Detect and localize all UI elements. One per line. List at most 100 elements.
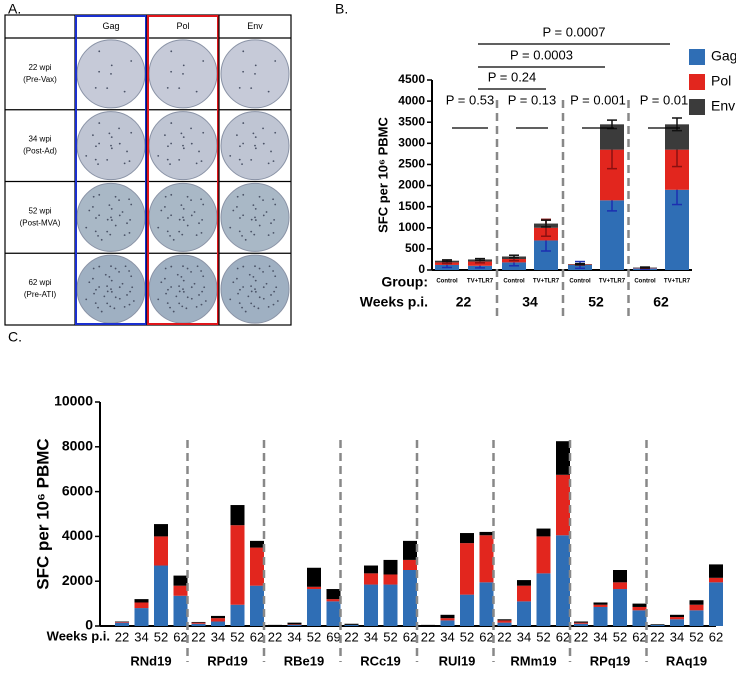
spot <box>118 286 121 289</box>
bar-segment <box>689 604 704 611</box>
spot <box>157 298 160 301</box>
spot <box>265 282 268 285</box>
spot <box>181 305 184 308</box>
bar-segment <box>403 559 417 570</box>
x-tick-label: Control <box>634 279 656 285</box>
spot <box>88 281 91 284</box>
spot <box>274 203 277 206</box>
bar-segment <box>536 528 551 537</box>
spot <box>267 305 270 308</box>
bar-segment <box>670 617 684 620</box>
spot <box>254 136 257 139</box>
x-tick-label: 69 <box>326 629 340 644</box>
group-label: RPq19 <box>590 653 630 668</box>
spot <box>167 288 169 291</box>
spot <box>265 211 268 213</box>
spot <box>253 305 256 308</box>
spot <box>244 310 247 313</box>
bar-segment <box>115 622 129 626</box>
bar-segment <box>364 565 378 574</box>
p-value: P = 0.53 <box>446 92 495 107</box>
spot <box>169 306 171 309</box>
spot <box>94 230 97 233</box>
y-tick-label: 8000 <box>62 438 93 454</box>
spot <box>272 198 274 201</box>
x-tick-label: 34 <box>593 629 607 644</box>
spot <box>166 302 169 305</box>
legend-label: Pol <box>711 73 731 89</box>
spot <box>169 163 171 166</box>
group-label: RPd19 <box>207 653 247 668</box>
bar-segment <box>632 610 647 626</box>
spot <box>123 90 126 93</box>
bar-segment <box>593 604 608 607</box>
x-tick-label: 22 <box>650 629 664 644</box>
spot <box>104 273 107 276</box>
spot <box>242 50 245 53</box>
p-value: P = 0.24 <box>488 69 537 84</box>
spot <box>253 233 256 236</box>
bar-segment <box>250 547 264 586</box>
spot <box>200 231 203 234</box>
bar-segment <box>191 623 206 626</box>
spot <box>176 273 179 276</box>
spot <box>106 158 109 161</box>
spot <box>130 131 133 134</box>
spot <box>182 207 185 210</box>
spot <box>241 306 243 309</box>
spot <box>98 286 101 288</box>
spot <box>236 134 238 137</box>
spot <box>254 147 257 150</box>
spot <box>242 265 245 268</box>
spot <box>254 265 256 268</box>
spot <box>93 292 95 295</box>
bar-segment <box>468 261 492 266</box>
spot <box>204 300 207 302</box>
bar-segment <box>574 623 588 626</box>
group-label: RAq19 <box>666 653 707 668</box>
x-tick-label: 22 <box>191 629 205 644</box>
spot <box>237 292 239 295</box>
spot <box>172 238 175 241</box>
spot <box>92 277 94 280</box>
spot <box>252 204 255 206</box>
spot <box>110 290 113 293</box>
bar-segment <box>250 585 264 626</box>
spot <box>180 132 183 135</box>
spot <box>201 218 204 221</box>
spot <box>250 302 253 305</box>
spot <box>182 219 185 221</box>
bar-segment <box>250 540 264 548</box>
spot <box>118 297 121 300</box>
bar-segment <box>709 564 723 578</box>
spot <box>262 127 264 130</box>
bar-segment <box>440 618 455 621</box>
spot <box>118 214 121 217</box>
spot <box>262 297 265 300</box>
spot <box>94 302 97 305</box>
spot <box>262 199 264 201</box>
spot <box>254 290 257 293</box>
x-tick-label: 22 <box>115 629 129 644</box>
bar-segment <box>709 577 723 583</box>
spot <box>275 286 278 289</box>
spot <box>109 233 112 236</box>
spot <box>242 286 245 288</box>
spot <box>238 158 241 161</box>
spot <box>252 275 255 278</box>
spot <box>170 142 173 145</box>
spot <box>254 288 256 291</box>
spot <box>178 285 180 288</box>
x-tick-label: Control <box>569 279 591 285</box>
spot <box>203 286 206 289</box>
bar-segment <box>134 608 149 626</box>
spot <box>272 270 274 272</box>
spot <box>190 199 192 201</box>
group-label: RUl19 <box>439 653 476 668</box>
spot <box>244 238 247 241</box>
group-label: RMm19 <box>510 653 556 668</box>
y-tick-label: 0 <box>418 262 425 276</box>
spot <box>167 217 169 219</box>
spot <box>229 226 232 229</box>
x-tick-label: 52 <box>613 629 627 644</box>
